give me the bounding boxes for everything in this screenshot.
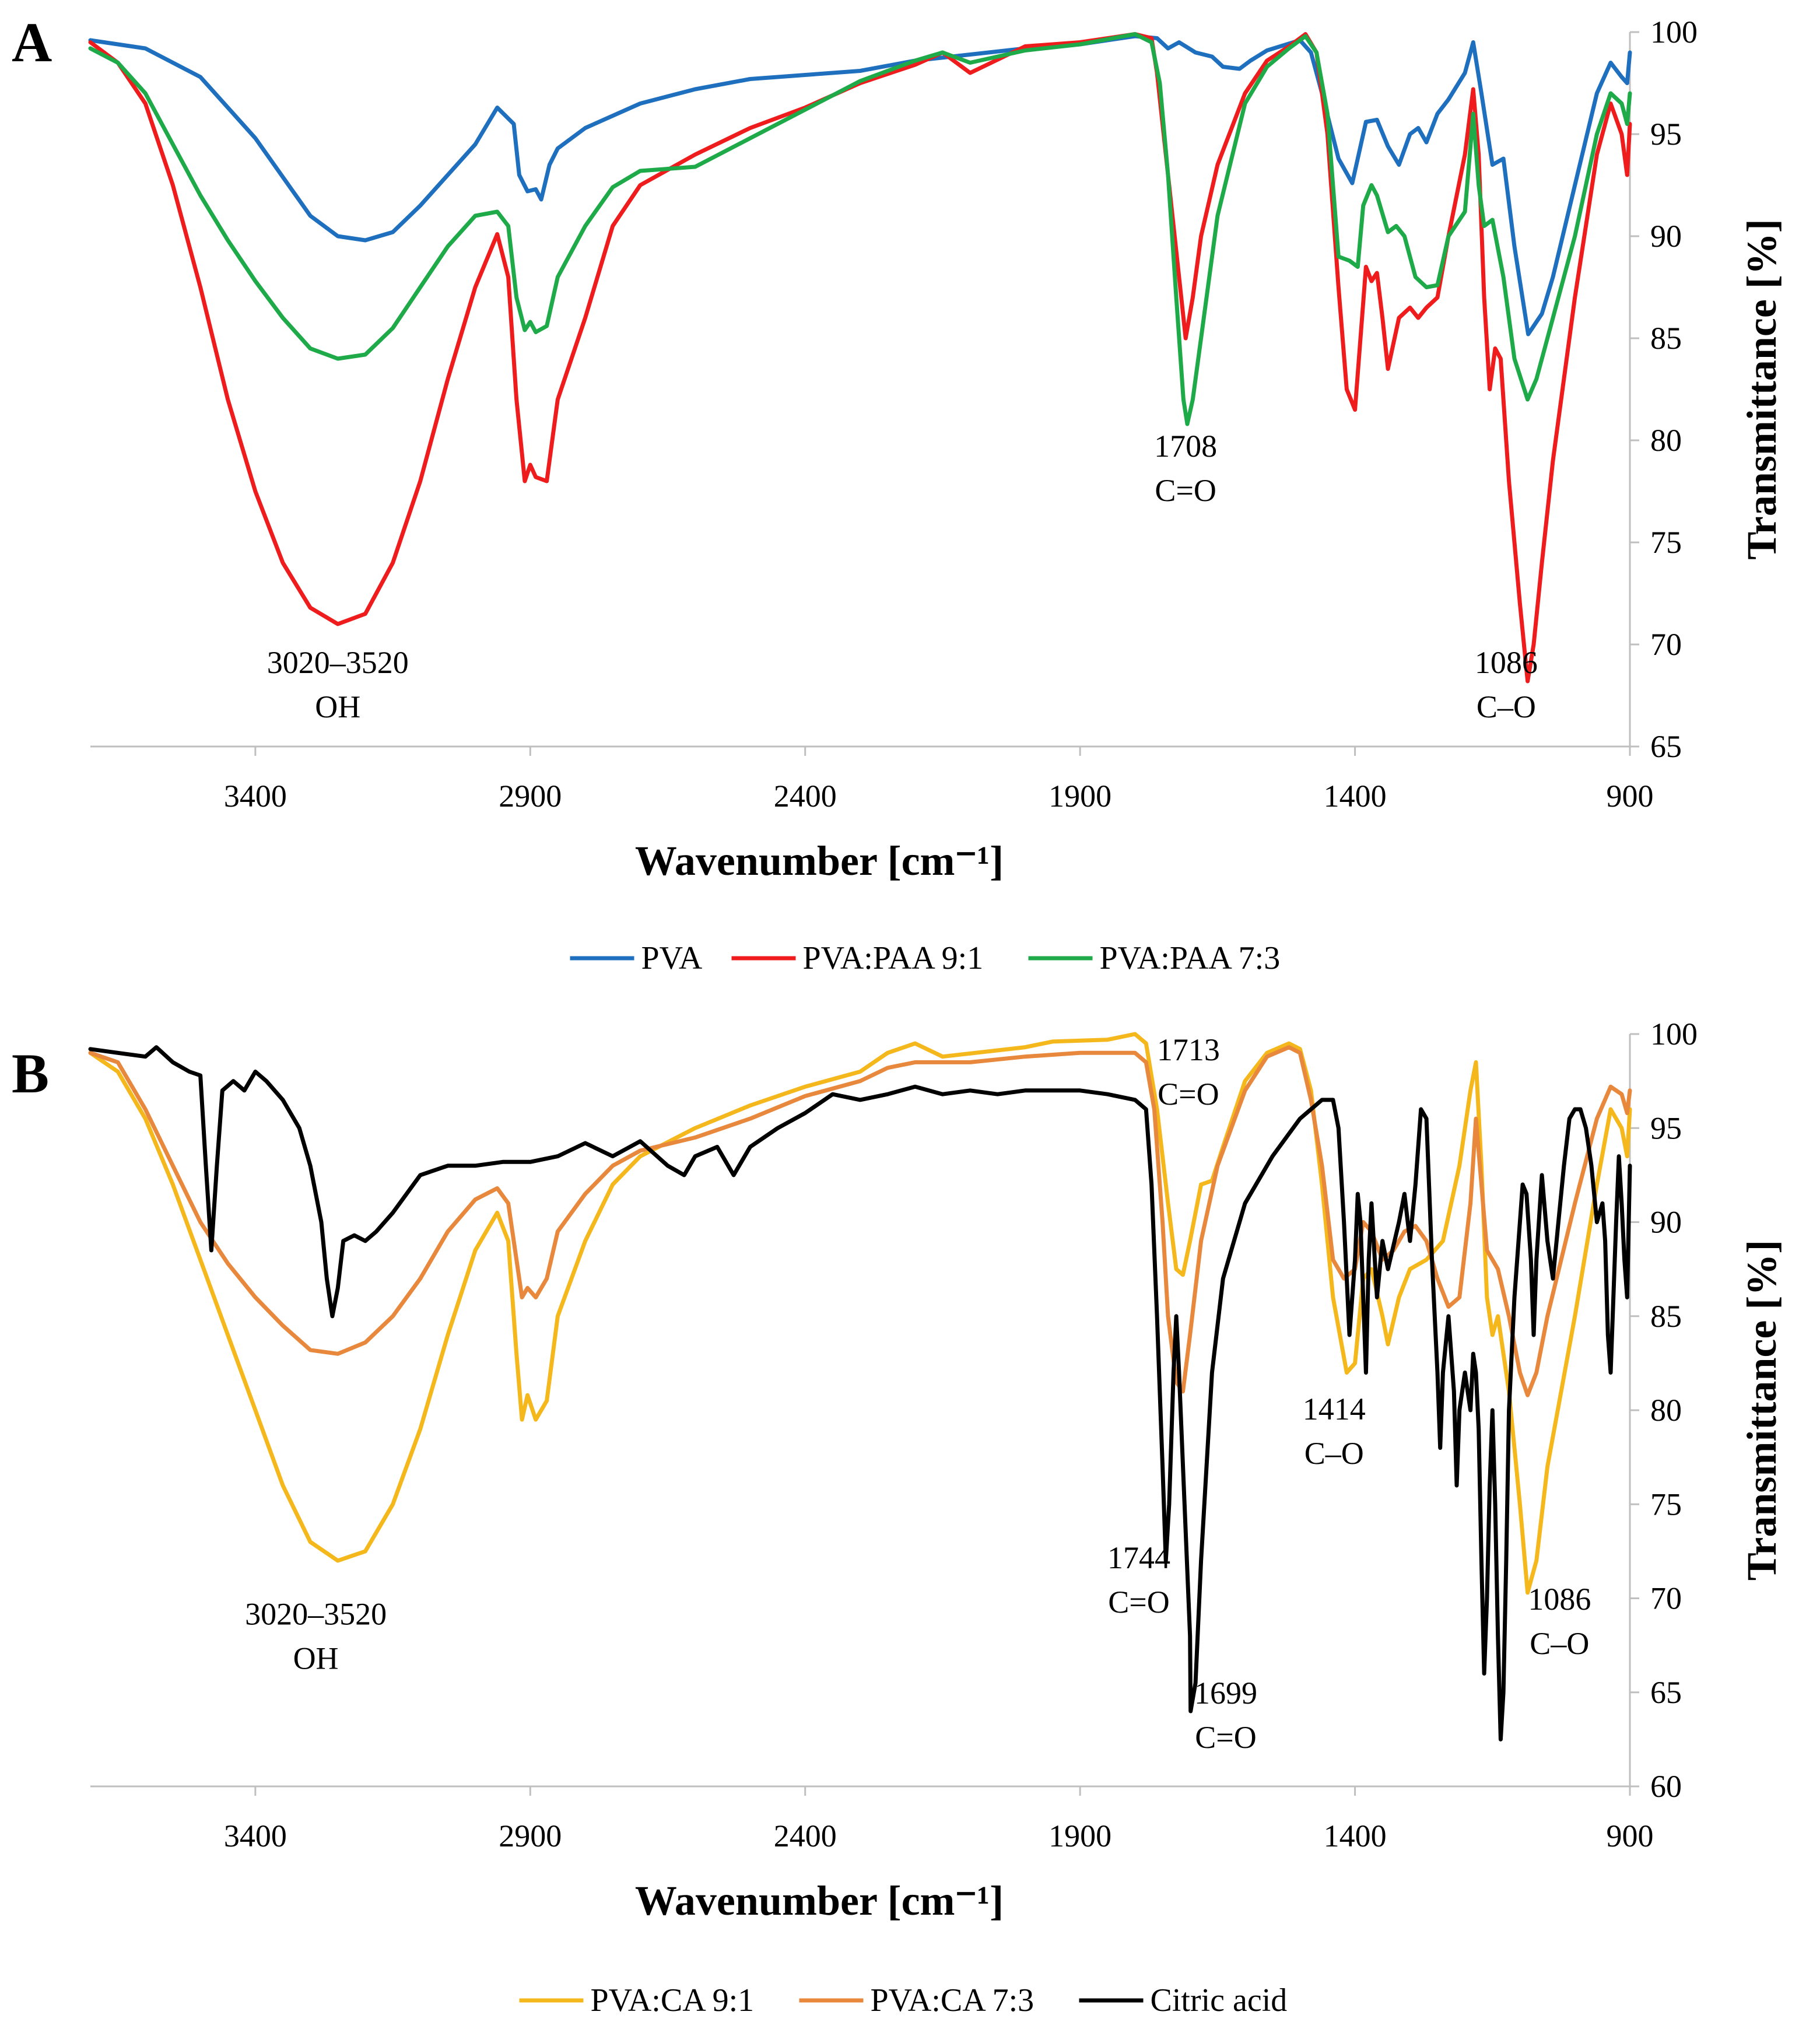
y-tick-label: 75 — [1650, 1487, 1682, 1522]
y-tick-label: 65 — [1650, 1675, 1682, 1710]
y-tick-label: 70 — [1650, 1581, 1682, 1616]
panel-B: 3400 2900 2400 1900 1400 900 60 65 70 75 80 85 90 95 1… — [12, 1017, 1785, 2019]
legend-label: PVA:CA 9:1 — [591, 1982, 755, 2019]
peak-annotation: 1086 C–O — [1528, 1582, 1591, 1661]
series-line-pva — [88, 34, 1632, 337]
x-tick-label: 900 — [1607, 779, 1654, 814]
peak-annotation: 3020–3520 OH — [267, 645, 409, 724]
y-tick-label: 80 — [1650, 1393, 1682, 1428]
series-line-pva-ca-9-1 — [88, 1032, 1632, 1595]
legend: PVA:CA 9:1 PVA:CA 7:3 Citric acid — [519, 1982, 1288, 2019]
y-tick-label: 90 — [1650, 219, 1682, 254]
peak-annotation: 1708 C=O — [1154, 429, 1217, 508]
x-tick-label: 1400 — [1324, 779, 1387, 814]
y-axis-title: Transmittance [%] — [1738, 219, 1785, 560]
y-tick-label: 80 — [1650, 423, 1682, 458]
y-tick-label: 75 — [1650, 525, 1682, 560]
y-tick-label: 65 — [1650, 729, 1682, 764]
series-line-pva-paa-7-3 — [88, 32, 1632, 426]
x-tick-label: 1900 — [1048, 779, 1111, 814]
y-tick-label: 90 — [1650, 1205, 1682, 1240]
legend-label: PVA — [641, 940, 703, 976]
y-tick-label: 95 — [1650, 1110, 1682, 1145]
x-tick-label: 2400 — [774, 779, 837, 814]
x-tick-label: 900 — [1607, 1818, 1654, 1853]
panel-label: A — [12, 11, 52, 73]
peak-annotation: 3020–3520 OH — [245, 1597, 387, 1676]
y-tick-label: 100 — [1650, 15, 1698, 50]
series-line-pva-paa-9-1 — [88, 32, 1632, 684]
x-axis-title: Wavenumber [cm⁻¹] — [635, 1877, 1004, 1924]
panel-label: B — [12, 1042, 49, 1105]
y-tick-label: 100 — [1650, 1017, 1698, 1052]
y-tick-label: 85 — [1650, 1299, 1682, 1334]
legend: PVA PVA:PAA 9:1 PVA:PAA 7:3 — [570, 940, 1281, 976]
x-tick-label: 1400 — [1324, 1818, 1387, 1853]
y-tick-label: 95 — [1650, 117, 1682, 152]
x-axis-title: Wavenumber [cm⁻¹] — [635, 837, 1004, 884]
legend-label: PVA:PAA 9:1 — [803, 940, 984, 976]
x-tick-label: 2900 — [499, 779, 562, 814]
x-tick-label: 3400 — [224, 1818, 287, 1853]
y-tick-label: 60 — [1650, 1769, 1682, 1804]
y-axis-title: Transmittance [%] — [1738, 1240, 1785, 1581]
panel-A: 3400 2900 2400 1900 1400 900 65 70 75 80 85 90 95 100… — [12, 11, 1785, 976]
peak-annotation: 1744 C=O — [1107, 1540, 1170, 1620]
x-tick-label: 2900 — [499, 1818, 562, 1853]
legend-label: PVA:PAA 7:3 — [1100, 940, 1281, 976]
series-line-citric-acid — [88, 1045, 1632, 1741]
peak-annotation: 1414 C–O — [1303, 1392, 1366, 1471]
peak-annotation: 1699 C=O — [1194, 1676, 1257, 1755]
legend-label: Citric acid — [1151, 1982, 1288, 2019]
series-line-pva-ca-7-3 — [88, 1045, 1632, 1397]
x-tick-label: 3400 — [224, 779, 287, 814]
x-tick-label: 1900 — [1048, 1818, 1111, 1853]
x-tick-label: 2400 — [774, 1818, 837, 1853]
y-tick-label: 85 — [1650, 321, 1682, 356]
peak-annotation: 1086 C–O — [1475, 645, 1538, 724]
legend-label: PVA:CA 7:3 — [871, 1982, 1035, 2019]
peak-annotation: 1713 C=O — [1157, 1032, 1220, 1112]
y-tick-label: 70 — [1650, 627, 1682, 662]
